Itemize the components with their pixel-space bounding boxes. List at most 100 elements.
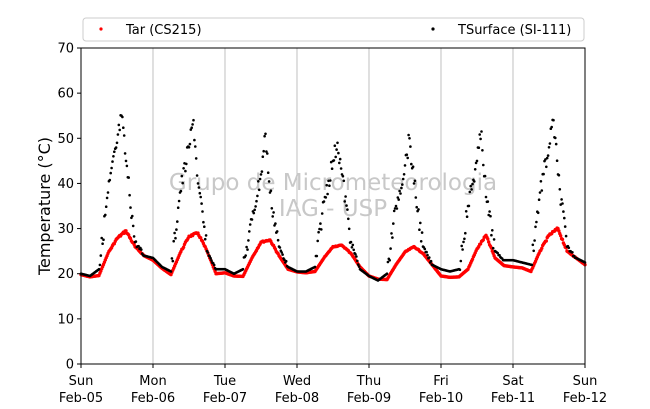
data-point: [470, 188, 473, 191]
data-point: [486, 200, 490, 203]
data-point: [548, 142, 552, 145]
data-point: [203, 225, 206, 228]
data-point: [115, 141, 119, 145]
y-tick-label: 40: [57, 177, 74, 192]
data-point: [241, 267, 245, 271]
data-point: [419, 240, 423, 243]
plot-frame: [80, 47, 586, 365]
y-tick-label: 10: [57, 312, 74, 327]
data-point: [180, 174, 184, 178]
data-point: [280, 251, 284, 254]
data-point: [406, 156, 410, 160]
data-point: [316, 239, 320, 243]
data-point: [351, 243, 355, 247]
data-point: [408, 137, 411, 140]
data-point: [486, 237, 490, 241]
data-point: [354, 253, 357, 256]
data-point: [266, 152, 269, 155]
data-point: [545, 156, 549, 160]
data-point: [423, 247, 427, 251]
data-point: [108, 178, 112, 182]
data-point: [460, 244, 464, 248]
data-point: [317, 230, 320, 234]
data-point: [345, 204, 348, 207]
data-point: [336, 141, 339, 145]
data-point: [201, 210, 204, 213]
data-point: [419, 221, 422, 225]
data-point: [140, 248, 143, 251]
data-point: [389, 247, 392, 250]
data-point: [426, 253, 429, 257]
data-point: [274, 222, 277, 225]
data-point: [484, 195, 488, 199]
data-point: [396, 196, 400, 199]
data-point: [259, 173, 263, 176]
data-point: [557, 173, 561, 177]
data-point: [192, 118, 195, 122]
data-point: [400, 186, 403, 190]
data-point: [537, 198, 541, 201]
data-point: [246, 248, 249, 251]
data-point: [483, 174, 487, 178]
watermark-line-1: Grupo de Micrometeorologia: [169, 170, 497, 196]
data-point: [559, 234, 563, 238]
data-point: [462, 240, 465, 244]
data-point: [533, 239, 536, 242]
data-point: [388, 259, 392, 262]
data-point: [398, 189, 401, 193]
data-point: [390, 232, 393, 235]
data-point: [111, 160, 114, 163]
y-tick-label: 50: [57, 132, 74, 147]
data-point: [356, 263, 360, 266]
data-point: [463, 237, 466, 241]
data-point: [401, 177, 405, 181]
data-point: [539, 180, 543, 183]
x-tick-label-date: Feb-09: [347, 391, 391, 406]
data-point: [352, 248, 356, 252]
data-point: [328, 184, 331, 187]
data-point: [554, 142, 558, 146]
data-point: [105, 196, 109, 200]
data-point: [469, 184, 473, 188]
data-point: [131, 214, 134, 218]
data-point: [425, 250, 428, 254]
data-point: [131, 224, 135, 228]
data-point: [550, 125, 553, 129]
data-point: [313, 265, 317, 269]
data-point: [554, 136, 557, 140]
data-point: [98, 263, 102, 267]
data-point: [473, 168, 477, 171]
data-point: [545, 165, 548, 169]
data-point: [112, 155, 115, 158]
data-point: [261, 155, 265, 158]
data-point: [333, 144, 337, 147]
data-point: [413, 179, 417, 183]
data-point: [337, 151, 340, 155]
data-point: [341, 174, 345, 178]
data-point: [118, 128, 121, 132]
x-tick-label-day: Fri: [433, 374, 449, 389]
legend-marker-tar: [99, 27, 103, 31]
data-point: [322, 200, 326, 203]
data-point: [428, 256, 431, 259]
data-point: [571, 251, 574, 254]
data-point: [480, 130, 483, 133]
data-point: [547, 146, 551, 149]
watermark-line-2: IAG - USP: [279, 196, 387, 222]
data-point: [184, 169, 187, 173]
x-tick-label-date: Feb-08: [275, 391, 319, 406]
y-axis: 0 10 20 30 40 50 60 70: [57, 42, 81, 373]
x-tick-label-day: Sun: [69, 374, 94, 389]
x-tick-label-day: Sat: [502, 374, 523, 389]
data-point: [405, 153, 409, 156]
data-point: [176, 206, 180, 209]
data-point: [256, 194, 259, 198]
data-point: [325, 183, 329, 187]
data-point: [121, 115, 124, 119]
data-point: [562, 210, 565, 213]
y-tick-label: 30: [57, 222, 74, 237]
data-point: [179, 189, 183, 193]
data-point: [117, 123, 121, 127]
data-point: [132, 235, 136, 238]
